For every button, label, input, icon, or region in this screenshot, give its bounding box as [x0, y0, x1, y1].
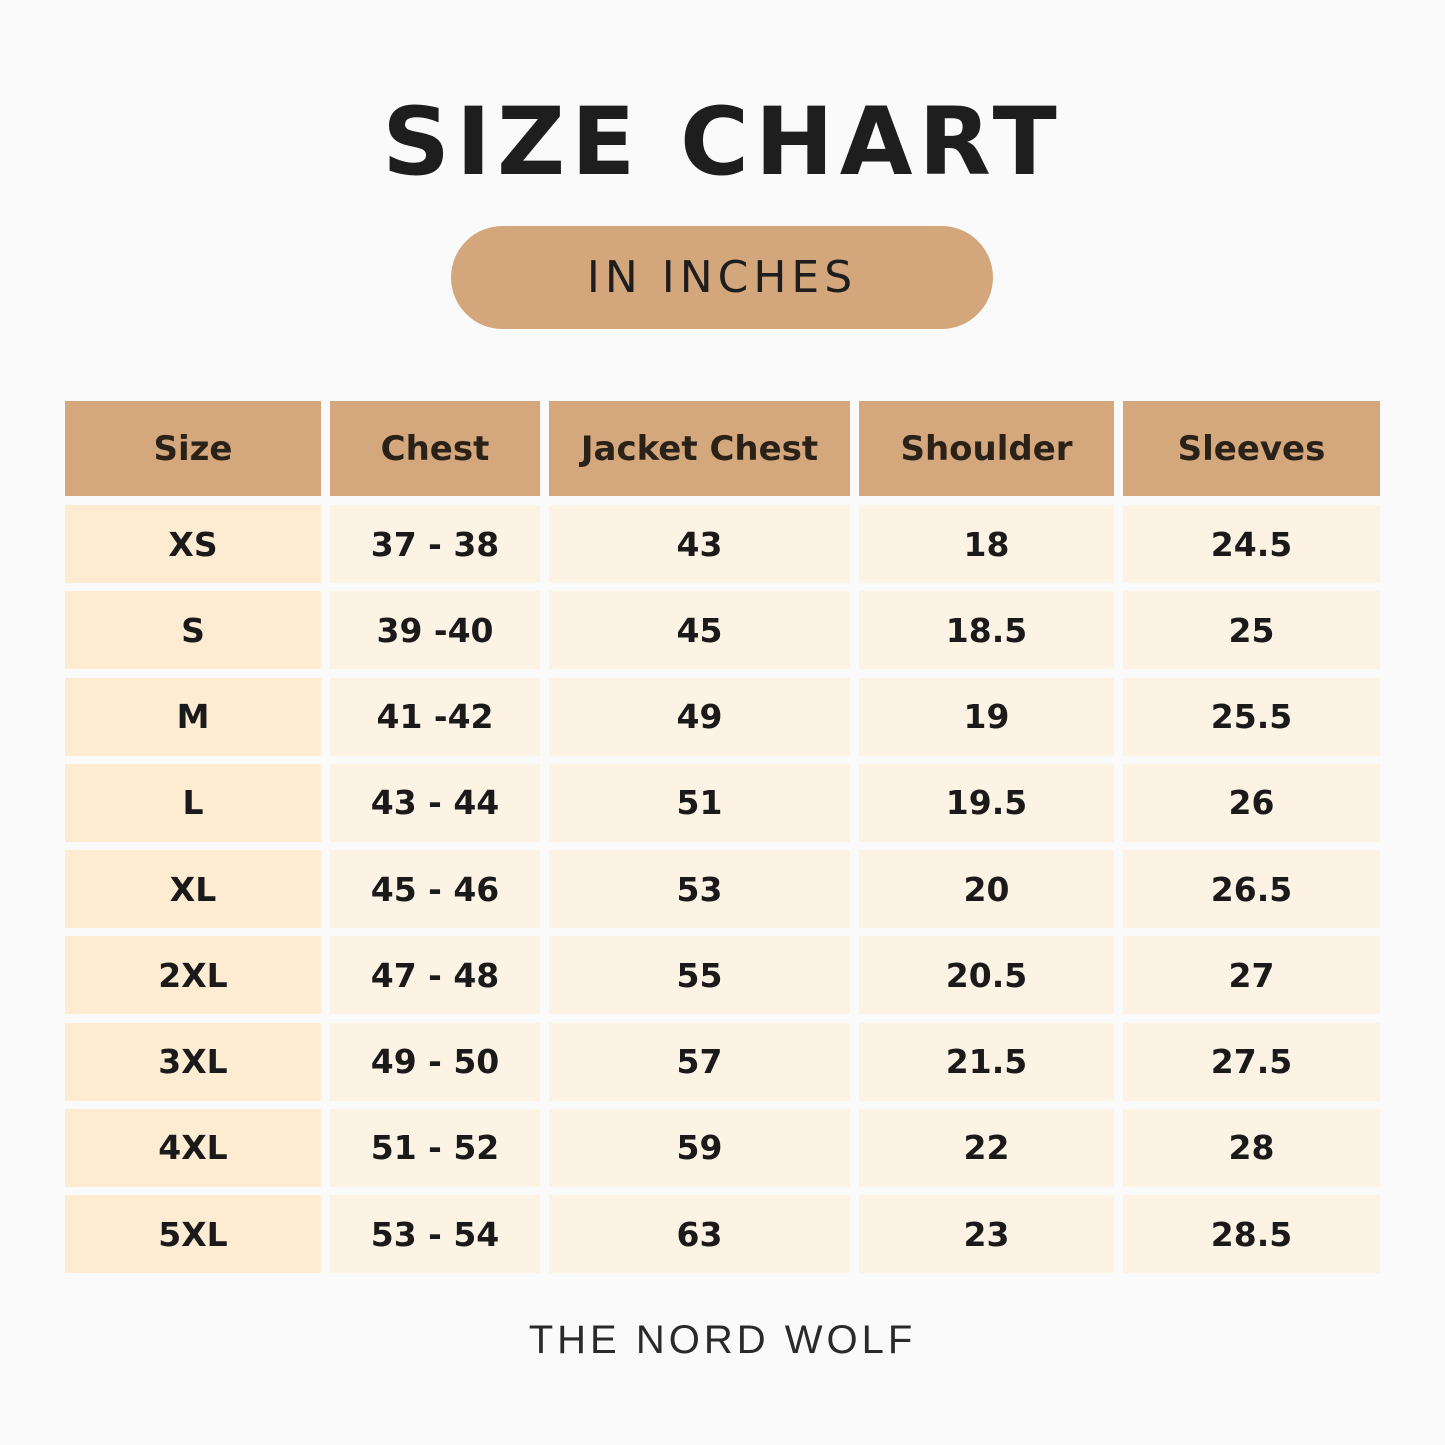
table-cell: 18.5: [859, 591, 1114, 670]
column-header: Shoulder: [859, 401, 1114, 496]
size-label: XS: [65, 505, 321, 583]
table-cell: 26: [1123, 763, 1380, 842]
table-cell: 23: [859, 1195, 1114, 1273]
unit-badge: IN INCHES: [451, 226, 993, 329]
table-cell: 53: [549, 850, 850, 928]
table-cell: 51 - 52: [330, 1108, 540, 1187]
table-cell: 45: [549, 591, 850, 670]
size-label: 5XL: [65, 1195, 321, 1273]
table-cell: 19: [859, 677, 1114, 756]
table-cell: 21.5: [859, 1022, 1114, 1101]
table-cell: 41 -42: [330, 677, 540, 756]
size-label: 3XL: [65, 1022, 321, 1101]
table-cell: 37 - 38: [330, 505, 540, 583]
brand: THE NORD WOLF: [528, 1318, 917, 1362]
table-cell: 25: [1123, 591, 1380, 670]
table-cell: 19.5: [859, 763, 1114, 842]
table-cell: 47 - 48: [330, 936, 540, 1015]
column-header: Chest: [330, 401, 540, 496]
table-cell: 27.5: [1123, 1022, 1380, 1101]
size-label: 2XL: [65, 936, 321, 1015]
table-cell: 43: [549, 505, 850, 583]
column-header: Jacket Chest: [549, 401, 850, 496]
size-label: L: [65, 763, 321, 842]
table-cell: 45 - 46: [330, 850, 540, 928]
size-label: S: [65, 591, 321, 670]
table-cell: 39 -40: [330, 591, 540, 670]
table-cell: 18: [859, 505, 1114, 583]
title: SIZE CHART: [382, 88, 1063, 197]
table-cell: 55: [549, 936, 850, 1015]
size-label: 4XL: [65, 1108, 321, 1187]
table-cell: 57: [549, 1022, 850, 1101]
table-cell: 51: [549, 763, 850, 842]
table-cell: 53 - 54: [330, 1195, 540, 1273]
size-label: M: [65, 677, 321, 756]
table-cell: 22: [859, 1108, 1114, 1187]
table-cell: 26.5: [1123, 850, 1380, 928]
table-cell: 49: [549, 677, 850, 756]
table-cell: 43 - 44: [330, 763, 540, 842]
table-cell: 49 - 50: [330, 1022, 540, 1101]
column-header: Size: [65, 401, 321, 496]
table-cell: 28.5: [1123, 1195, 1380, 1273]
table-cell: 20: [859, 850, 1114, 928]
table-cell: 63: [549, 1195, 850, 1273]
size-label: XL: [65, 850, 321, 928]
table-cell: 25.5: [1123, 677, 1380, 756]
table-cell: 59: [549, 1108, 850, 1187]
table-cell: 20.5: [859, 936, 1114, 1015]
table-cell: 28: [1123, 1108, 1380, 1187]
column-header: Sleeves: [1123, 401, 1380, 496]
subtitle: IN INCHES: [586, 252, 858, 303]
table-cell: 27: [1123, 936, 1380, 1015]
table-cell: 24.5: [1123, 505, 1380, 583]
